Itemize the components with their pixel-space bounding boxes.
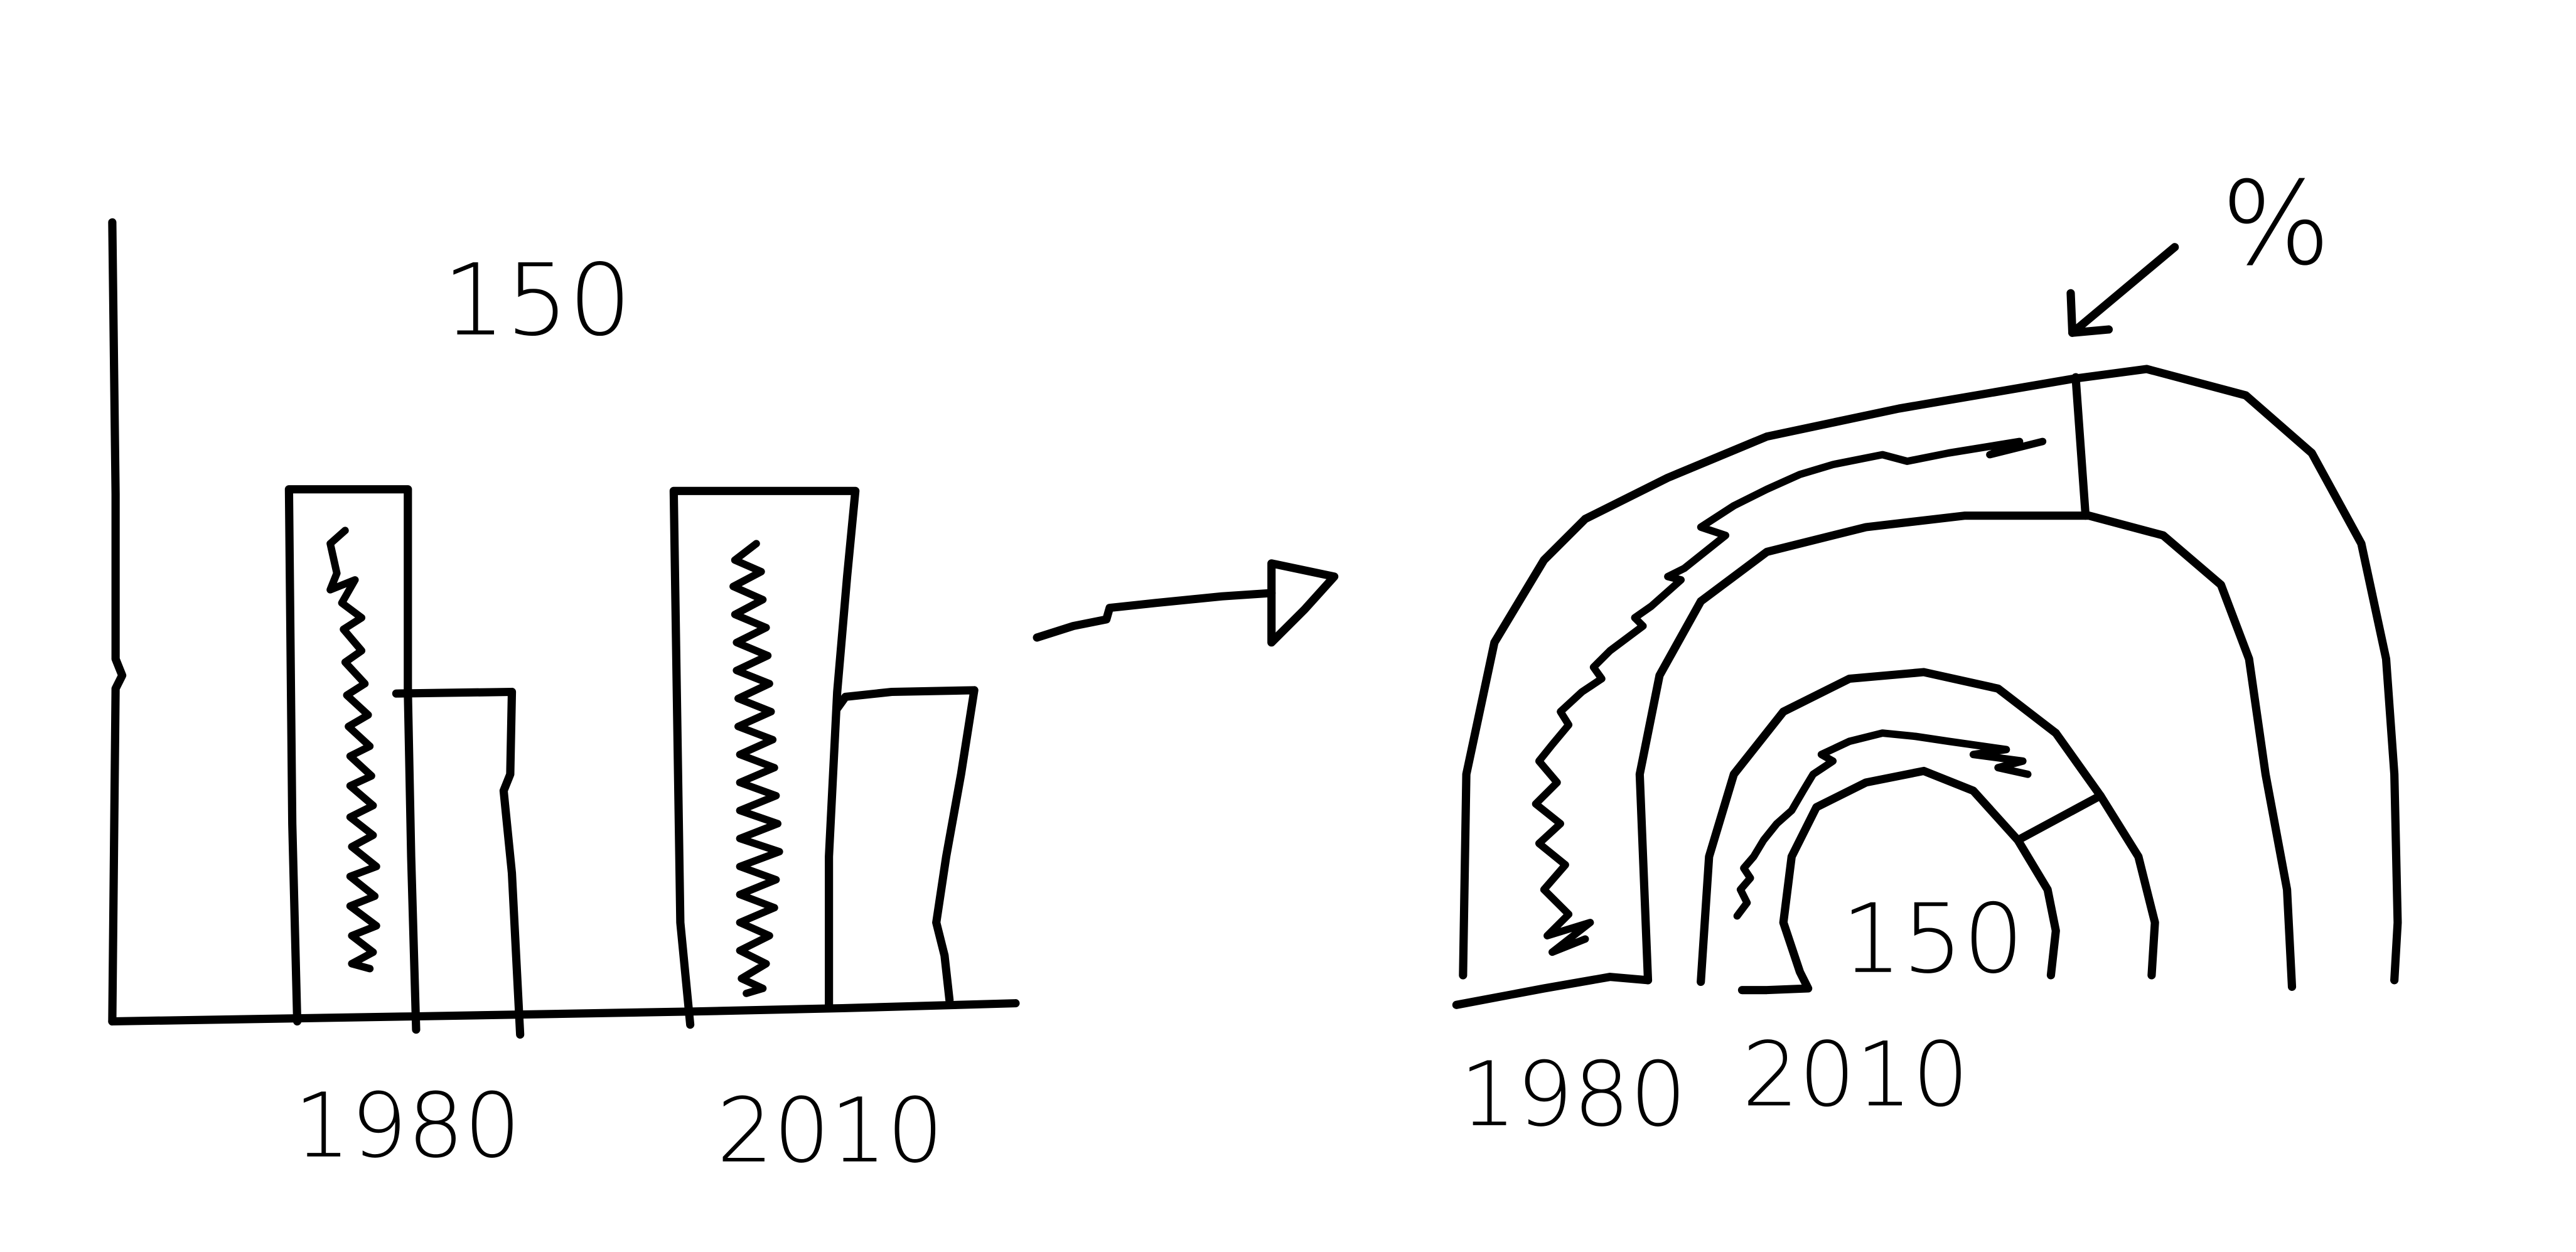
bar-2010-fill-scribble xyxy=(729,540,783,997)
ring-1980-fill-scribble xyxy=(1532,437,2047,956)
arrow-shaft xyxy=(1033,589,1276,642)
arc-center-label: 150 xyxy=(1841,884,2024,995)
pointer-shaft xyxy=(2068,243,2179,337)
bar-1980-short xyxy=(392,687,525,1039)
arc-sketch: 150 1980 2010 % xyxy=(1452,157,2402,1147)
ring-2010-inner-edge xyxy=(1737,766,2060,995)
percent-label: % xyxy=(2221,157,2331,291)
transform-arrow xyxy=(1033,559,1339,647)
ring-1980-inner-edge xyxy=(1635,511,2297,991)
bar-category-label-2010: 2010 xyxy=(717,1079,944,1183)
bar-1980-fill-scribble xyxy=(326,527,380,973)
bar-2010-short xyxy=(833,686,979,1004)
bar-1980-tall xyxy=(284,485,421,1034)
ring-2010-fill-scribble xyxy=(1733,729,2032,920)
bar-category-label-1980: 1980 xyxy=(294,1074,521,1178)
arc-baseline xyxy=(1452,973,1653,1009)
arc-category-label-1980: 1980 xyxy=(1460,1043,1687,1147)
arrow-head xyxy=(1267,559,1339,647)
y-axis xyxy=(108,218,127,1026)
bar-total-label: 150 xyxy=(443,243,631,358)
percent-pointer-arrow xyxy=(2066,243,2179,337)
x-axis xyxy=(108,999,1020,1026)
arc-category-label-2010: 2010 xyxy=(1742,1024,1969,1127)
ring-1980-percent-divider xyxy=(2071,373,2090,520)
bar-sketch: 150 1980 2010 xyxy=(108,218,1020,1183)
bar-2010-tall xyxy=(669,486,860,1029)
pointer-head xyxy=(2066,289,2113,337)
ring-2010-percent-divider xyxy=(2014,791,2105,845)
ring-2010-outer-edge xyxy=(1697,668,2159,987)
